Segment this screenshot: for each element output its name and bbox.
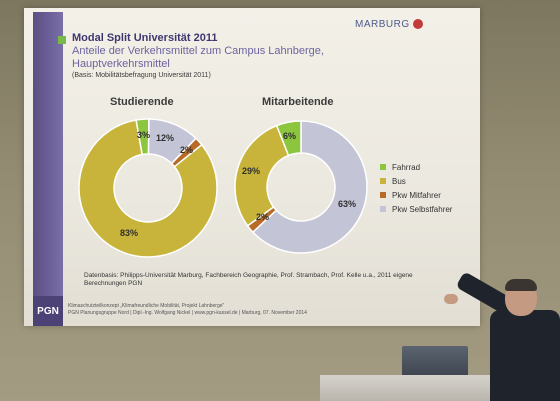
legend-label: Pkw Selbstfahrer	[392, 204, 453, 214]
legend-item: Bus	[380, 174, 452, 188]
slide-sidebar	[33, 12, 63, 326]
legend-item: Pkw Mitfahrer	[380, 188, 452, 202]
legend-swatch	[380, 178, 386, 184]
legend-label: Pkw Mitfahrer	[392, 190, 441, 200]
seal-icon	[412, 19, 423, 29]
donut-slice-pkw-selbstfahrer	[251, 120, 368, 254]
legend-label: Fahrrad	[392, 162, 421, 172]
legend-label: Bus	[392, 176, 406, 186]
marburg-logo: MARBURG	[355, 15, 423, 33]
slide-title: Modal Split Universität 2011	[72, 32, 218, 44]
logo-text: MARBURG	[355, 18, 410, 30]
donut-chart-studierende	[78, 118, 218, 258]
legend-item: Fahrrad	[380, 160, 452, 174]
chart-title-studierende: Studierende	[110, 96, 174, 108]
chart-legend: Fahrrad Bus Pkw Mitfahrer Pkw Selbstfahr…	[380, 160, 452, 216]
donut-chart-mitarbeitende	[234, 120, 368, 254]
presenter-body	[490, 310, 560, 401]
label-mitarbeitende-fahrrad: 6%	[283, 131, 297, 141]
slide-footer: Klimaschutzteilkonzept „Klimafreundliche…	[68, 303, 428, 317]
footer-line: PGN Planungsgruppe Nord | Dipl.-Ing. Wol…	[68, 310, 307, 316]
label-mitarbeitende-mitfahrer: 2%	[256, 212, 270, 222]
label-mitarbeitende-selbstfahrer: 63%	[338, 199, 357, 209]
legend-swatch	[380, 206, 386, 212]
donut-slice-bus	[234, 124, 290, 227]
label-studierende-fahrrad: 3%	[137, 130, 151, 140]
laptop	[402, 346, 468, 380]
lectern	[320, 375, 495, 401]
slide-subtitle: Anteile der Verkehrsmittel zum Campus La…	[72, 45, 324, 70]
legend-swatch	[380, 164, 386, 170]
legend-swatch	[380, 192, 386, 198]
presenter-hair	[505, 279, 537, 291]
label-studierende-mitfahrer: 2%	[180, 145, 194, 155]
presenter-hand	[444, 294, 458, 304]
label-mitarbeitende-bus: 29%	[242, 166, 261, 176]
footer-line: Klimaschutzteilkonzept „Klimafreundliche…	[68, 303, 225, 309]
chart-title-mitarbeitende: Mitarbeitende	[262, 96, 334, 108]
pgn-logo: PGN	[33, 296, 63, 326]
label-studierende-bus: 83%	[120, 228, 139, 238]
legend-item: Pkw Selbstfahrer	[380, 202, 452, 216]
donut-slice-bus	[78, 119, 218, 258]
source-note: Datenbasis: Philipps-Universität Marburg…	[84, 272, 413, 287]
title-bullet	[58, 36, 66, 44]
basis-note: (Basis: Mobilitätsbefragung Universität …	[72, 72, 211, 79]
donut-slice-fahrrad	[275, 120, 302, 157]
label-studierende-selbstfahrer: 12%	[156, 133, 175, 143]
